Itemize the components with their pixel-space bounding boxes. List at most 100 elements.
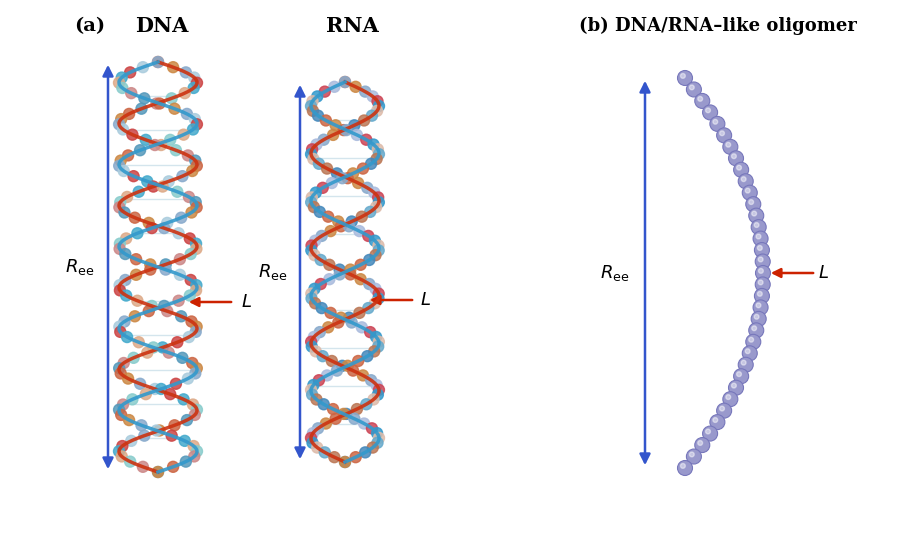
Circle shape [680,74,685,79]
Circle shape [373,240,384,251]
Circle shape [369,346,380,357]
Circle shape [172,337,183,348]
Circle shape [125,456,136,467]
Circle shape [311,394,322,405]
Circle shape [356,211,367,222]
Circle shape [165,388,176,400]
Circle shape [328,81,340,93]
Circle shape [370,284,381,294]
Circle shape [374,101,384,111]
Circle shape [152,466,164,478]
Circle shape [160,264,171,275]
Circle shape [366,110,377,121]
Circle shape [345,264,356,275]
Circle shape [113,363,125,374]
Circle shape [183,373,194,384]
Circle shape [186,316,197,327]
Circle shape [749,323,764,338]
Circle shape [723,392,738,407]
Circle shape [162,306,173,317]
Circle shape [357,370,368,381]
Circle shape [138,62,148,73]
Circle shape [309,250,320,261]
Circle shape [305,433,317,443]
Circle shape [122,150,133,161]
Circle shape [119,316,130,327]
Circle shape [337,360,347,371]
Circle shape [687,82,701,97]
Circle shape [130,254,141,265]
Circle shape [116,451,127,462]
Circle shape [179,88,190,98]
Circle shape [113,404,124,415]
Circle shape [374,433,384,443]
Circle shape [320,447,330,458]
Circle shape [723,139,738,154]
Text: $R_{\rm ee}$: $R_{\rm ee}$ [66,257,94,277]
Circle shape [364,279,374,289]
Circle shape [167,62,178,73]
Circle shape [189,72,200,83]
Circle shape [130,311,140,322]
Circle shape [689,85,694,90]
Circle shape [356,259,366,270]
Circle shape [313,158,324,169]
Circle shape [306,245,317,256]
Circle shape [374,197,384,208]
Circle shape [687,449,701,464]
Circle shape [749,208,764,223]
Circle shape [186,207,197,218]
Circle shape [695,437,710,452]
Circle shape [123,415,135,426]
Circle shape [163,347,175,358]
Circle shape [339,76,350,88]
Circle shape [308,428,319,438]
Circle shape [362,182,373,193]
Circle shape [158,181,168,192]
Circle shape [311,442,323,453]
Circle shape [373,144,383,155]
Circle shape [184,192,194,202]
Circle shape [132,295,143,306]
Circle shape [366,423,377,434]
Circle shape [749,200,753,204]
Circle shape [176,212,186,223]
Circle shape [732,383,736,388]
Circle shape [321,370,332,381]
Circle shape [309,331,320,342]
Circle shape [140,134,151,145]
Circle shape [118,124,129,135]
Circle shape [759,268,763,273]
Circle shape [755,277,770,292]
Circle shape [118,358,130,369]
Circle shape [306,336,317,347]
Circle shape [154,425,165,436]
Circle shape [745,188,750,193]
Circle shape [177,352,188,363]
Text: $L$: $L$ [419,291,430,309]
Circle shape [309,284,320,294]
Circle shape [114,321,125,332]
Circle shape [113,119,124,130]
Circle shape [139,430,149,441]
Circle shape [152,56,164,67]
Circle shape [368,394,379,405]
Circle shape [314,327,325,338]
Circle shape [353,178,364,188]
Circle shape [320,418,331,429]
Circle shape [755,254,770,269]
Circle shape [180,456,192,467]
Circle shape [334,269,345,280]
Circle shape [373,293,384,304]
Circle shape [321,163,332,174]
Circle shape [349,120,360,131]
Circle shape [336,312,346,323]
Circle shape [316,230,328,242]
Circle shape [176,311,186,322]
Circle shape [372,437,383,448]
Circle shape [351,404,363,415]
Circle shape [367,442,378,453]
Circle shape [338,125,349,136]
Circle shape [132,228,143,239]
Circle shape [703,426,717,441]
